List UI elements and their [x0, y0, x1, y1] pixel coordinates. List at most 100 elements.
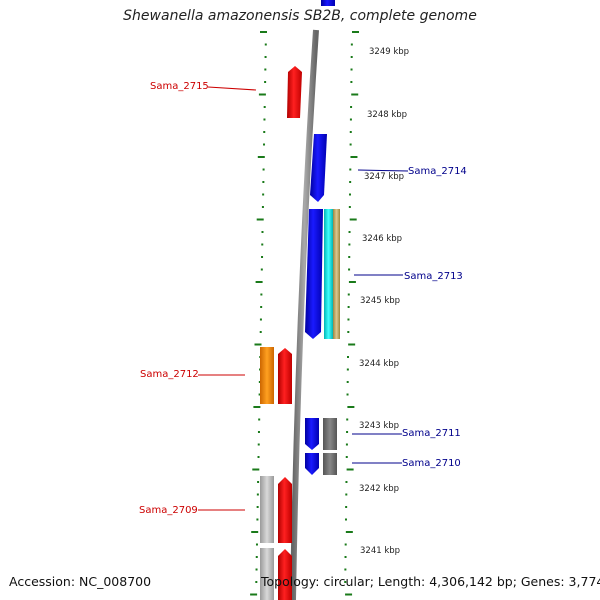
- minor-tick: [348, 231, 351, 233]
- major-tick: [253, 406, 261, 408]
- gene-label-sama-2714[interactable]: Sama_2714: [408, 166, 467, 177]
- cds-reverse[interactable]: [305, 209, 323, 339]
- minor-tick: [349, 143, 352, 146]
- scale-label: 3243 kbp: [359, 421, 399, 431]
- cds-forward[interactable]: [278, 549, 292, 600]
- map-title: Shewanella amazonensis SB2B, complete ge…: [123, 8, 477, 24]
- minor-tick: [263, 106, 266, 108]
- minor-tick: [350, 56, 353, 58]
- minor-tick: [255, 581, 258, 583]
- minor-tick: [349, 181, 352, 183]
- major-tick: [256, 218, 264, 221]
- feature-track: [260, 0, 340, 600]
- cds-forward[interactable]: [287, 66, 302, 118]
- feature-cyan[interactable]: [324, 209, 333, 339]
- minor-tick: [255, 543, 258, 546]
- gene-label-sama-2709[interactable]: Sama_2709: [139, 505, 198, 516]
- major-tick: [352, 31, 359, 33]
- minor-tick: [258, 381, 261, 383]
- gene-label-sama-2711[interactable]: Sama_2711: [402, 428, 461, 439]
- minor-tick: [344, 568, 347, 571]
- minor-tick: [350, 43, 353, 46]
- minor-tick: [256, 506, 259, 508]
- minor-tick: [262, 181, 265, 183]
- minor-tick: [262, 193, 265, 196]
- minor-tick: [349, 168, 352, 171]
- minor-tick: [345, 506, 348, 508]
- minor-tick: [346, 393, 349, 396]
- major-tick: [351, 93, 359, 96]
- cds-reverse[interactable]: [310, 134, 327, 202]
- minor-tick: [260, 268, 263, 271]
- minor-tick: [350, 106, 353, 108]
- minor-tick: [344, 581, 347, 583]
- feature-light-gray[interactable]: [260, 476, 274, 543]
- minor-tick: [263, 131, 266, 133]
- minor-tick: [256, 493, 259, 496]
- minor-tick: [345, 481, 348, 483]
- gene-label-sama-2712[interactable]: Sama_2712: [140, 369, 199, 380]
- minor-tick: [260, 293, 263, 296]
- minor-tick: [347, 331, 350, 333]
- feature-light-gray[interactable]: [260, 548, 274, 600]
- minor-tick: [255, 568, 258, 571]
- feature-tan[interactable]: [333, 209, 340, 339]
- minor-tick: [257, 443, 260, 446]
- gene-label-sama-2713[interactable]: Sama_2713: [404, 271, 463, 282]
- feature-orange[interactable]: [260, 347, 274, 404]
- minor-tick: [350, 68, 353, 71]
- major-tick: [258, 93, 266, 96]
- major-tick: [348, 343, 356, 346]
- minor-tick: [257, 431, 260, 433]
- minor-tick: [349, 118, 352, 121]
- minor-tick: [350, 81, 353, 83]
- minor-tick: [348, 243, 351, 246]
- minor-tick: [344, 518, 347, 521]
- minor-tick: [347, 318, 350, 321]
- minor-tick: [347, 306, 350, 308]
- feature-gray[interactable]: [323, 453, 337, 475]
- cds-reverse[interactable]: [321, 0, 335, 6]
- minor-tick: [346, 368, 349, 371]
- scale-labels: 3249 kbp 3248 kbp 3247 kbp 3246 kbp 3245…: [359, 47, 409, 556]
- minor-tick: [260, 306, 263, 308]
- major-tick: [260, 31, 267, 33]
- minor-tick: [257, 481, 260, 483]
- major-tick: [347, 406, 355, 408]
- scale-label: 3242 kbp: [359, 484, 399, 494]
- minor-tick: [345, 493, 348, 496]
- genome-backbone: [290, 29, 319, 600]
- leader-lines: [198, 86, 409, 511]
- minor-tick: [264, 56, 267, 58]
- feature-gray[interactable]: [323, 418, 337, 450]
- minor-tick: [259, 331, 262, 333]
- minor-tick: [348, 193, 351, 196]
- cds-forward[interactable]: [278, 477, 292, 543]
- major-tick: [345, 593, 353, 596]
- minor-tick: [261, 231, 264, 233]
- cds-reverse[interactable]: [305, 418, 319, 450]
- major-tick: [349, 218, 357, 221]
- minor-tick: [344, 543, 347, 546]
- major-tick: [254, 343, 262, 346]
- minor-tick: [348, 206, 351, 208]
- minor-tick: [264, 43, 267, 46]
- accession-text: Accession: NC_008700: [9, 574, 152, 589]
- major-tick: [350, 156, 358, 158]
- major-tick: [345, 531, 353, 533]
- cds-forward[interactable]: [278, 348, 292, 404]
- major-tick: [250, 593, 258, 596]
- minor-tick: [261, 206, 264, 208]
- minor-tick: [348, 268, 351, 271]
- minor-tick: [344, 556, 347, 558]
- gene-label-sama-2710[interactable]: Sama_2710: [402, 458, 461, 469]
- minor-tick: [259, 318, 262, 321]
- minor-tick: [261, 243, 264, 246]
- gene-label-sama-2715[interactable]: Sama_2715: [150, 81, 209, 92]
- cds-reverse[interactable]: [305, 453, 319, 475]
- major-tick: [251, 531, 259, 533]
- major-tick: [255, 281, 263, 283]
- scale-label: 3244 kbp: [359, 359, 399, 369]
- minor-tick: [258, 418, 261, 421]
